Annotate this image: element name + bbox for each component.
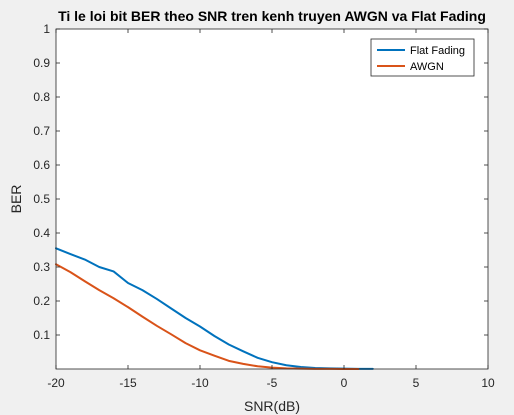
axes-layer: -20 -15 -10 -5 0 5 10 0.1 0.2 0.3 0.4 0.5 0.6 0.7 0.8 0… <box>33 22 495 390</box>
y-tick-label: 0.3 <box>33 260 50 274</box>
y-tick-label: 0.5 <box>33 192 50 206</box>
y-tick-label: 0.4 <box>33 226 50 240</box>
y-tick-label: 0.8 <box>33 90 50 104</box>
x-tick-label: 0 <box>341 376 348 390</box>
x-tick-label: 5 <box>413 376 420 390</box>
legend-box <box>370 38 475 77</box>
y-tick-label: 0.2 <box>33 294 50 308</box>
x-axis-label: SNR(dB) <box>244 398 300 414</box>
y-tick-label: 0.7 <box>33 124 50 138</box>
y-tick-label: 0.6 <box>33 158 50 172</box>
x-tick-label: -20 <box>47 376 65 390</box>
y-tick-label: 0.9 <box>33 56 50 70</box>
y-axis-label: BER <box>8 185 24 214</box>
y-tick-label: 0.1 <box>33 328 50 342</box>
x-tick-label: 10 <box>481 376 495 390</box>
chart-title: Ti le loi bit BER theo SNR tren kenh tru… <box>58 8 486 24</box>
legend-label-1: Flat Fading <box>410 45 465 57</box>
y-tick-label: 1 <box>43 22 50 36</box>
x-tick-label: -5 <box>267 376 278 390</box>
legend-label-2: AWGN <box>410 61 444 73</box>
legend: Flat Fading AWGN <box>370 38 475 77</box>
x-tick-label: -15 <box>119 376 137 390</box>
plot-area <box>56 29 488 369</box>
x-tick-label: -10 <box>191 376 209 390</box>
